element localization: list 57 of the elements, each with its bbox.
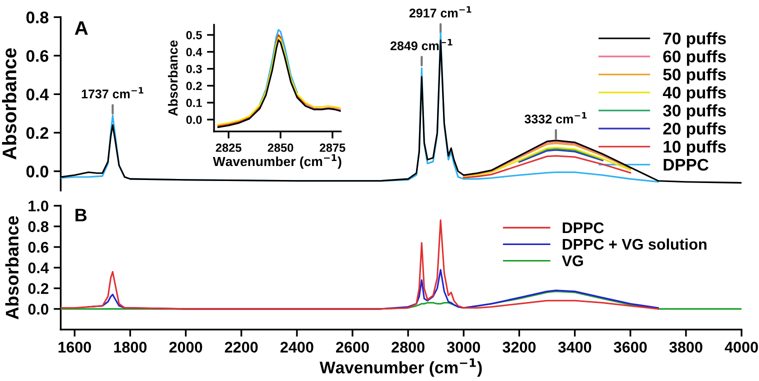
y-axis-title: Absorbance <box>2 48 16 160</box>
y-tick-label: 0.0 <box>28 304 48 315</box>
legend-label: DPPC + VG solution <box>562 238 706 250</box>
y-tick-label: 0.6 <box>26 50 48 62</box>
x-tick-label: 2875 <box>320 144 346 152</box>
y-tick-label: 0.4 <box>26 88 49 100</box>
line-series <box>258 29 298 106</box>
x-tick-label: 2000 <box>169 342 202 353</box>
y-tick-label: 0.2 <box>28 283 48 294</box>
x-tick-label: 2600 <box>336 342 369 353</box>
legend-label: VG <box>562 255 583 266</box>
y-tick-label: 0.2 <box>26 127 48 139</box>
y-tick-label: 0.0 <box>26 166 48 178</box>
x-tick-label: 1800 <box>114 342 147 353</box>
annotation: B <box>76 208 87 222</box>
x-tick-label: 3800 <box>669 342 702 353</box>
annotation: 1737 cm$^{−1}$ <box>82 87 144 98</box>
x-tick-label: 2800 <box>392 342 424 353</box>
y-tick-label: 0.2 <box>186 82 202 90</box>
x-axis-title: Wavenumber (cm$^{−1}$) <box>212 154 342 169</box>
x-tick-label: 2400 <box>280 342 314 353</box>
legend-label: DPPC <box>664 158 708 171</box>
y-axis-title: Absorbance <box>5 216 19 320</box>
annotation: 2917 cm$^{−1}$ <box>409 6 472 18</box>
legend-label: 60 puffs <box>663 50 726 66</box>
annotation: A <box>74 21 88 35</box>
x-tick-label: 2850 <box>268 144 294 152</box>
y-tick-label: 0.8 <box>28 221 48 232</box>
y-tick-label: 0.4 <box>28 262 49 274</box>
x-tick-label: 3400 <box>558 342 592 353</box>
x-tick-label: 3600 <box>614 342 647 353</box>
y-tick-label: 0.0 <box>186 116 202 124</box>
y-axis-title: Absorbance <box>168 40 178 116</box>
legend-label: 30 puffs <box>663 104 726 120</box>
legend-label: 70 puffs <box>663 32 726 48</box>
y-tick-label: 0.4 <box>186 48 202 56</box>
x-tick-label: 2200 <box>224 342 258 353</box>
annotation: 2849 cm$^{−1}$ <box>390 38 452 50</box>
x-tick-label: 3000 <box>447 342 480 353</box>
legend-label: 40 puffs <box>662 86 726 102</box>
legend-label: 50 puffs <box>663 68 726 84</box>
y-tick-label: 1.0 <box>28 200 48 212</box>
x-tick-label: 1600 <box>58 342 91 353</box>
legend-label: 20 puffs <box>663 122 726 138</box>
y-tick-label: 0.6 <box>28 242 48 253</box>
x-tick-label: 3200 <box>502 342 536 353</box>
x-tick-label: 4000 <box>724 342 758 353</box>
annotation: 3332 cm$^{−1}$ <box>524 112 587 124</box>
y-tick-label: 0.3 <box>186 64 202 74</box>
legend-label: DPPC <box>562 222 604 234</box>
y-tick-label: 0.5 <box>186 30 202 40</box>
y-tick-label: 0.8 <box>26 12 48 24</box>
line-series <box>462 155 632 178</box>
x-axis-title: Wavenumber (cm$^{−1}$) <box>320 358 482 377</box>
legend-label: 10 puffs <box>664 140 726 156</box>
x-tick-label: 2825 <box>216 144 242 152</box>
y-tick-label: 0.1 <box>186 98 202 108</box>
